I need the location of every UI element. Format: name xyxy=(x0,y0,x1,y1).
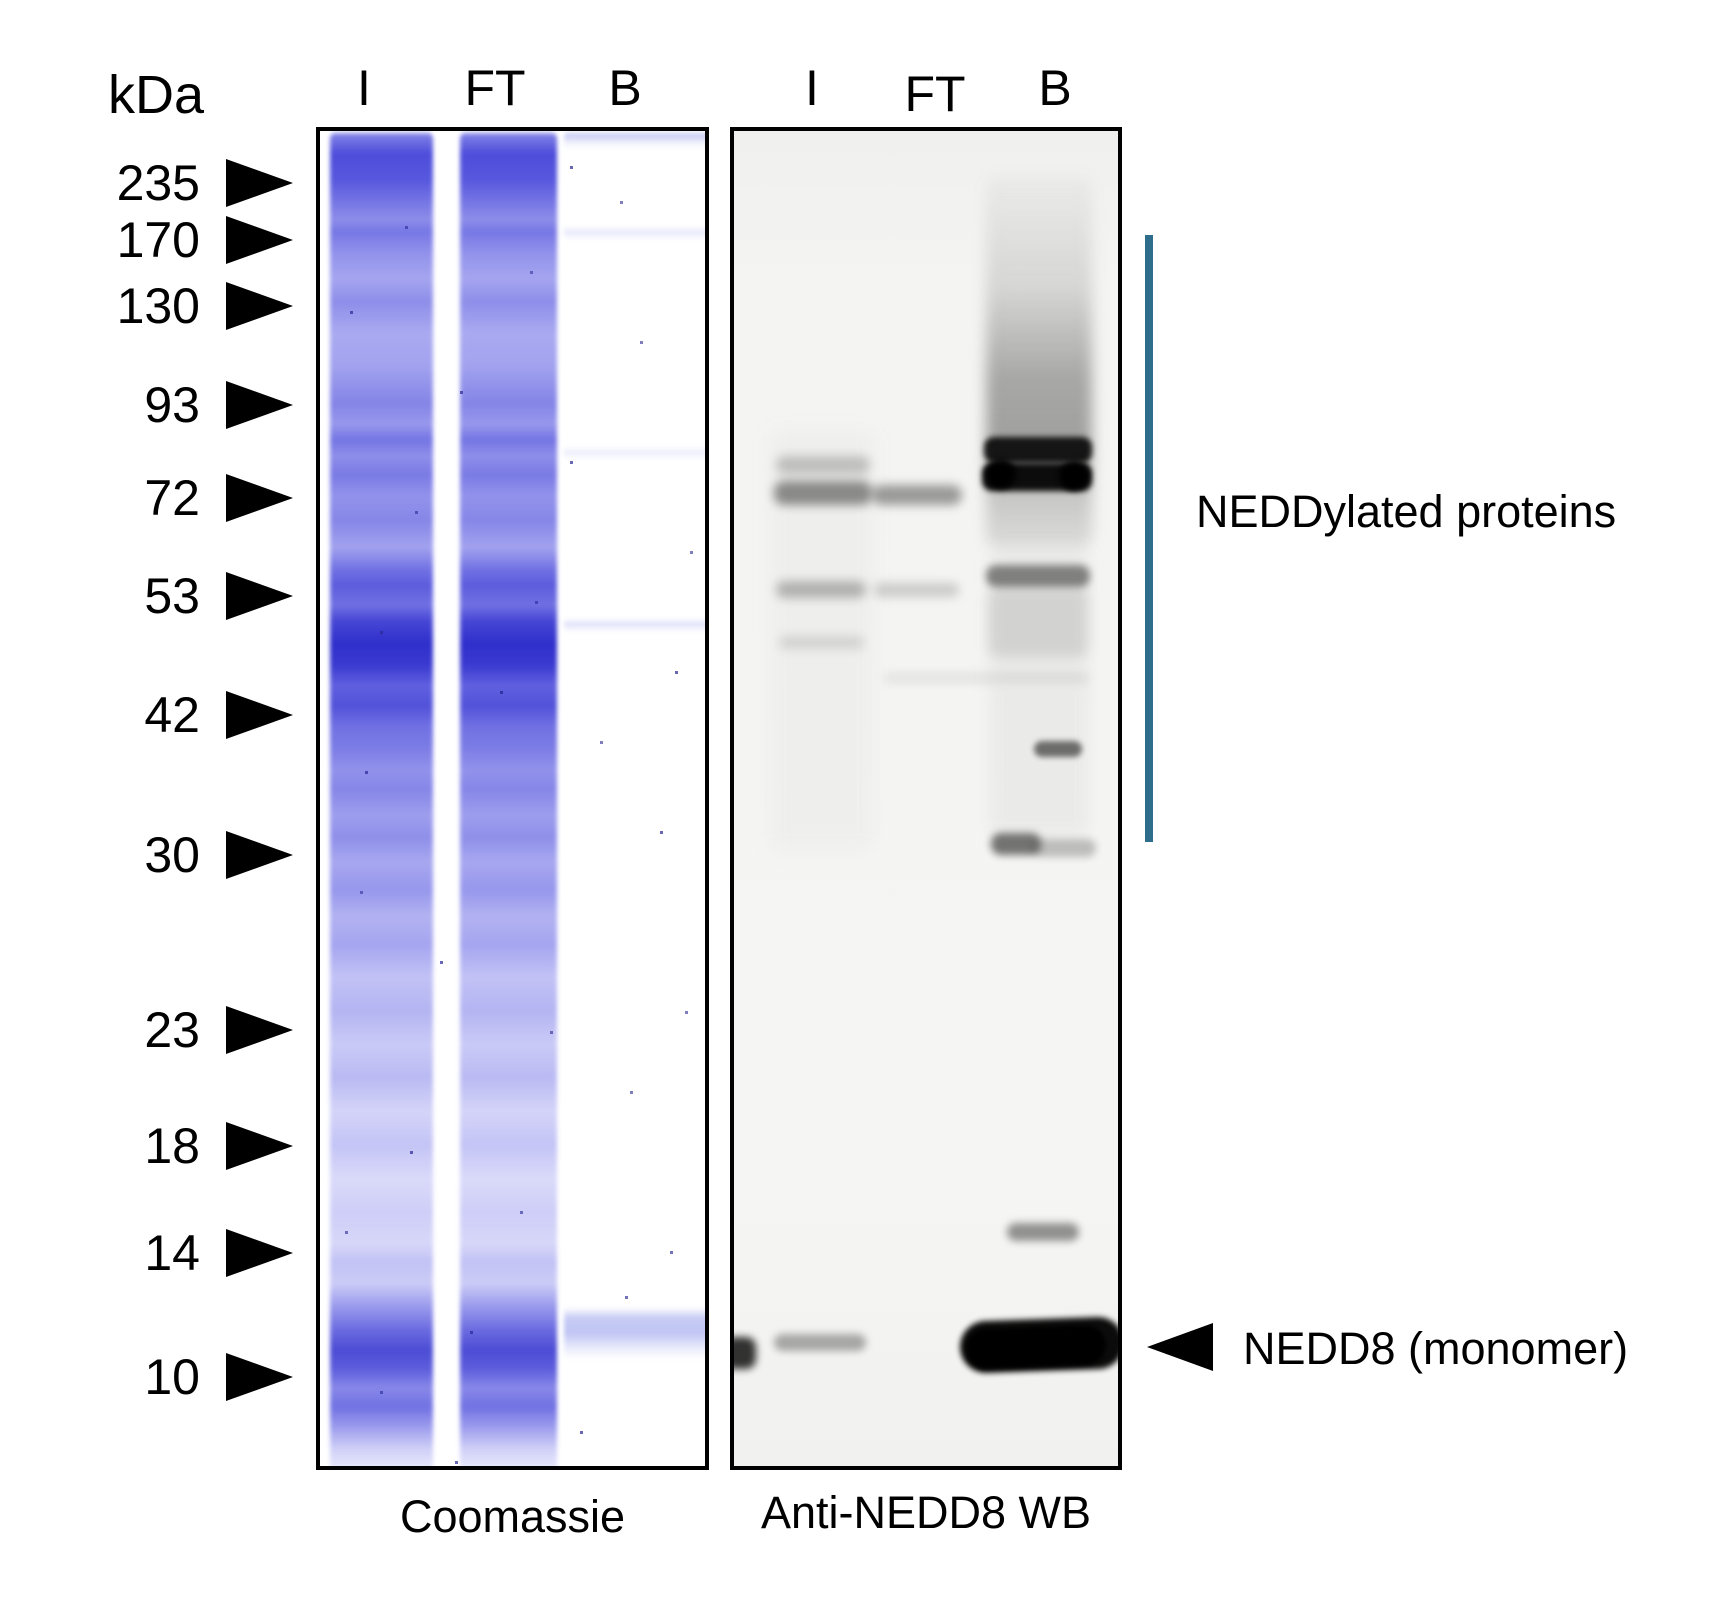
kda-unit-label: kDa xyxy=(108,65,205,125)
wb-band xyxy=(884,673,1089,683)
coomassie-lane-label-ft: FT xyxy=(464,60,526,116)
wb-band-smear xyxy=(988,587,1088,657)
wb-band xyxy=(991,833,1041,855)
coomassie-caption: Coomassie xyxy=(399,1491,626,1542)
marker-label: 72 xyxy=(144,470,200,526)
coomassie-lane-b xyxy=(564,131,705,1466)
wb-lane-label-b: B xyxy=(1038,60,1072,116)
wb-band xyxy=(1007,1223,1079,1241)
wb-panel xyxy=(730,127,1122,1470)
marker-label: 235 xyxy=(116,155,200,211)
marker-label: 18 xyxy=(144,1118,200,1174)
monomer-arrow-icon xyxy=(1147,1323,1213,1371)
marker-arrow-icon xyxy=(226,1229,293,1277)
marker-label: 53 xyxy=(144,568,200,624)
marker-arrow-icon xyxy=(226,216,293,264)
wb-edge-band xyxy=(734,1337,756,1369)
marker-arrow-icon xyxy=(226,282,293,330)
wb-band xyxy=(779,636,864,649)
marker-arrow-icon xyxy=(226,572,293,620)
wb-band-knot xyxy=(986,459,1016,489)
wb-caption: Anti-NEDD8 WB xyxy=(760,1487,1092,1538)
neddylated-bracket-line xyxy=(1145,235,1153,842)
marker-label: 30 xyxy=(144,827,200,883)
wb-band xyxy=(776,581,866,598)
marker-arrow-icon xyxy=(226,381,293,429)
marker-label: 10 xyxy=(144,1349,200,1405)
wb-band xyxy=(986,565,1090,587)
wb-band xyxy=(776,456,870,474)
marker-label: 93 xyxy=(144,377,200,433)
nedd8-monomer-label: NEDD8 (monomer) xyxy=(1243,1323,1629,1374)
wb-band xyxy=(1032,839,1096,857)
coomassie-lane-label-i: I xyxy=(357,60,371,116)
marker-arrow-icon xyxy=(226,474,293,522)
wb-band xyxy=(872,485,962,505)
wb-band-monomer-i xyxy=(774,1334,866,1351)
marker-label: 170 xyxy=(116,212,200,268)
wb-band xyxy=(874,583,959,597)
wb-lane-label-ft: FT xyxy=(904,66,966,122)
marker-arrow-icon xyxy=(226,691,293,739)
coomassie-lane-label-b: B xyxy=(608,60,642,116)
wb-lane-b-haze xyxy=(989,546,1089,836)
gel-speckles xyxy=(320,131,323,134)
wb-band-monomer-b-core xyxy=(965,1324,1107,1370)
coomassie-lane-i xyxy=(330,131,433,1466)
marker-arrow-icon xyxy=(226,159,293,207)
wb-band xyxy=(774,481,872,505)
wb-band-strong xyxy=(984,437,1092,463)
marker-arrow-icon xyxy=(226,1122,293,1170)
marker-arrow-icon xyxy=(226,831,293,879)
marker-label: 130 xyxy=(116,278,200,334)
marker-arrow-icon xyxy=(226,1006,293,1054)
wb-lane-label-i: I xyxy=(805,60,819,116)
coomassie-gel-panel xyxy=(316,127,709,1470)
marker-label: 14 xyxy=(144,1225,200,1281)
marker-label: 42 xyxy=(144,687,200,743)
neddylated-proteins-label: NEDDylated proteins xyxy=(1196,486,1617,537)
marker-label: 23 xyxy=(144,1002,200,1058)
coomassie-lane-ft xyxy=(460,131,557,1466)
marker-arrow-icon xyxy=(226,1353,293,1401)
wb-band-knot xyxy=(1059,461,1089,491)
wb-band xyxy=(1034,741,1082,757)
